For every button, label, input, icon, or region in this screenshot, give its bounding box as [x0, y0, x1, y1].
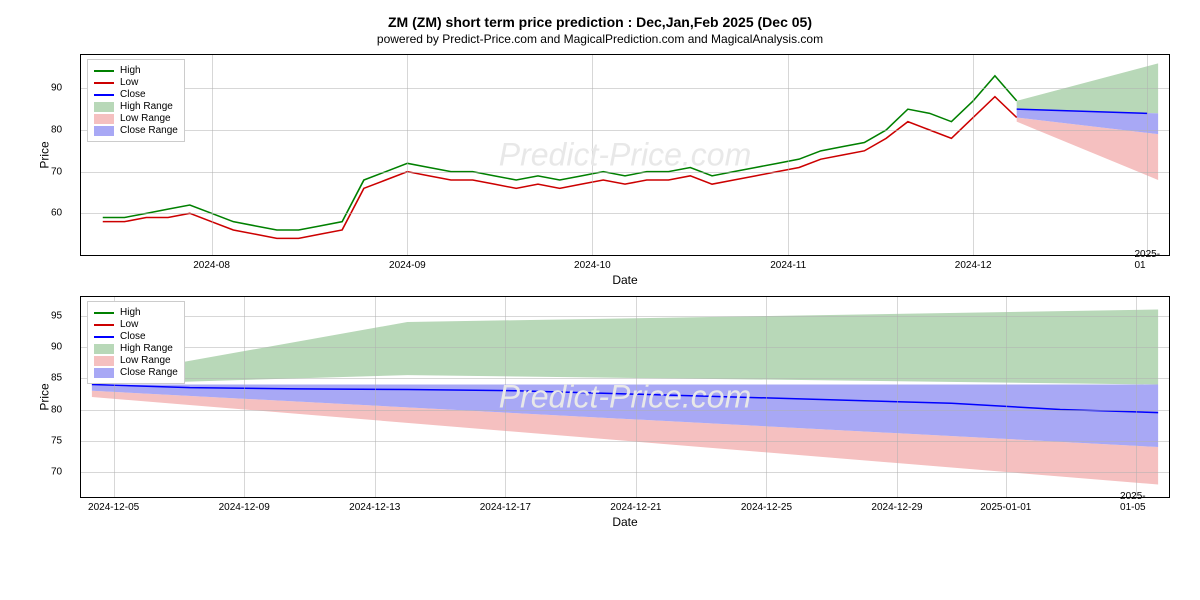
legend-swatch — [94, 82, 114, 84]
y-tick-label: 85 — [51, 373, 62, 384]
legend-item: Low — [94, 77, 178, 88]
y-tick-label: 80 — [51, 404, 62, 415]
legend-item: High — [94, 307, 178, 318]
chart2-legend: HighLowCloseHigh RangeLow RangeClose Ran… — [87, 301, 185, 384]
grid-line — [1147, 55, 1148, 255]
legend-label: Close — [120, 89, 146, 100]
y-tick-label: 70 — [51, 166, 62, 177]
x-tick-label: 2025-01-01 — [980, 502, 1031, 513]
x-tick-label: 2024-10 — [574, 260, 611, 271]
legend-swatch — [94, 344, 114, 354]
legend-item: Close — [94, 331, 178, 342]
legend-label: Low Range — [120, 355, 171, 366]
legend-swatch — [94, 356, 114, 366]
y-tick-label: 60 — [51, 208, 62, 219]
x-tick-label: 2024-11 — [770, 260, 806, 271]
chart1-ylabel: Price — [38, 141, 52, 168]
chart2-xlabel: Date — [612, 515, 637, 529]
grid-line — [244, 297, 245, 497]
x-tick-label: 2025-01-05 — [1120, 491, 1153, 513]
legend-swatch — [94, 324, 114, 326]
x-tick-label: 2024-12-17 — [480, 502, 531, 513]
legend-swatch — [94, 312, 114, 314]
x-tick-label: 2024-12-21 — [610, 502, 661, 513]
y-tick-label: 70 — [51, 467, 62, 478]
grid-line — [766, 297, 767, 497]
grid-line — [897, 297, 898, 497]
y-tick-label: 80 — [51, 125, 62, 136]
legend-label: Low — [120, 77, 138, 88]
legend-swatch — [94, 94, 114, 96]
legend-swatch — [94, 114, 114, 124]
grid-line — [81, 213, 1169, 214]
legend-swatch — [94, 102, 114, 112]
legend-item: High Range — [94, 101, 178, 112]
grid-line — [1136, 297, 1137, 497]
chart-title: ZM (ZM) short term price prediction : De… — [10, 14, 1190, 30]
x-tick-label: 2024-12 — [955, 260, 992, 271]
grid-line — [81, 172, 1169, 173]
grid-line — [505, 297, 506, 497]
legend-label: High — [120, 307, 141, 318]
legend-item: Low Range — [94, 113, 178, 124]
x-tick-label: 2024-12-05 — [88, 502, 139, 513]
legend-label: High — [120, 65, 141, 76]
legend-swatch — [94, 368, 114, 378]
grid-line — [636, 297, 637, 497]
legend-item: High — [94, 65, 178, 76]
legend-swatch — [94, 126, 114, 136]
x-tick-label: 2024-12-29 — [871, 502, 922, 513]
chart1-xlabel: Date — [612, 273, 637, 287]
legend-swatch — [94, 70, 114, 72]
legend-swatch — [94, 336, 114, 338]
y-tick-label: 75 — [51, 435, 62, 446]
legend-label: Close — [120, 331, 146, 342]
y-tick-label: 90 — [51, 342, 62, 353]
chart2-ylabel: Price — [38, 383, 52, 410]
legend-label: Low Range — [120, 113, 171, 124]
legend-label: Close Range — [120, 125, 178, 136]
legend-item: Close — [94, 89, 178, 100]
legend-item: High Range — [94, 343, 178, 354]
legend-item: Close Range — [94, 125, 178, 136]
grid-line — [973, 55, 974, 255]
legend-item: Low — [94, 319, 178, 330]
grid-line — [407, 55, 408, 255]
grid-line — [375, 297, 376, 497]
x-tick-label: 2025-01 — [1134, 249, 1160, 271]
chart1-svg — [81, 55, 1169, 255]
x-tick-label: 2024-09 — [389, 260, 426, 271]
legend-item: Close Range — [94, 367, 178, 378]
legend-label: High Range — [120, 343, 173, 354]
y-tick-label: 95 — [51, 310, 62, 321]
grid-line — [81, 130, 1169, 131]
y-tick-label: 90 — [51, 83, 62, 94]
legend-label: Close Range — [120, 367, 178, 378]
legend-label: Low — [120, 319, 138, 330]
x-tick-label: 2024-08 — [193, 260, 230, 271]
grid-line — [81, 88, 1169, 89]
legend-label: High Range — [120, 101, 173, 112]
legend-item: Low Range — [94, 355, 178, 366]
x-tick-label: 2024-12-09 — [219, 502, 270, 513]
grid-line — [788, 55, 789, 255]
chart2-container: Predict-Price.com Price Date HighLowClos… — [80, 296, 1170, 498]
x-tick-label: 2024-12-13 — [349, 502, 400, 513]
chart1-legend: HighLowCloseHigh RangeLow RangeClose Ran… — [87, 59, 185, 142]
chart-subtitle: powered by Predict-Price.com and Magical… — [10, 32, 1190, 46]
grid-line — [212, 55, 213, 255]
x-tick-label: 2024-12-25 — [741, 502, 792, 513]
chart1-container: Predict-Price.com Price Date HighLowClos… — [80, 54, 1170, 256]
grid-line — [592, 55, 593, 255]
grid-line — [1006, 297, 1007, 497]
